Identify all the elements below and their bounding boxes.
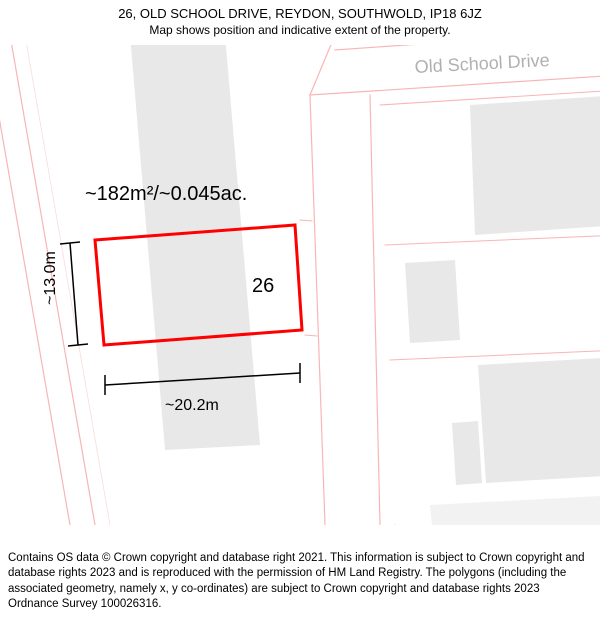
building-right-1 bbox=[470, 95, 600, 235]
dimension-width-label: ~20.2m bbox=[165, 397, 219, 414]
buildings bbox=[130, 45, 600, 525]
house-number: 26 bbox=[252, 275, 274, 297]
page: 26, OLD SCHOOL DRIVE, REYDON, SOUTHWOLD,… bbox=[0, 0, 600, 625]
property-title: 26, OLD SCHOOL DRIVE, REYDON, SOUTHWOLD,… bbox=[10, 6, 590, 21]
map-svg: Old School Drive 26 ~182m²/~0.045ac. ~20… bbox=[0, 45, 600, 525]
copyright-footer: Contains OS data © Crown copyright and d… bbox=[0, 545, 600, 625]
building-right-3b bbox=[452, 421, 482, 485]
street-name-label: Old School Drive bbox=[414, 50, 550, 77]
header: 26, OLD SCHOOL DRIVE, REYDON, SOUTHWOLD,… bbox=[0, 0, 600, 39]
building-right-2 bbox=[405, 260, 460, 343]
dimension-height bbox=[60, 242, 88, 346]
map-subtitle: Map shows position and indicative extent… bbox=[10, 23, 590, 37]
map-area: Old School Drive 26 ~182m²/~0.045ac. ~20… bbox=[0, 45, 600, 525]
building-right-3 bbox=[478, 357, 600, 483]
area-label: ~182m²/~0.045ac. bbox=[85, 183, 247, 205]
dimension-height-label: ~13.0m bbox=[42, 251, 59, 305]
building-right-4 bbox=[430, 495, 600, 525]
building-main-terrace bbox=[130, 45, 260, 450]
